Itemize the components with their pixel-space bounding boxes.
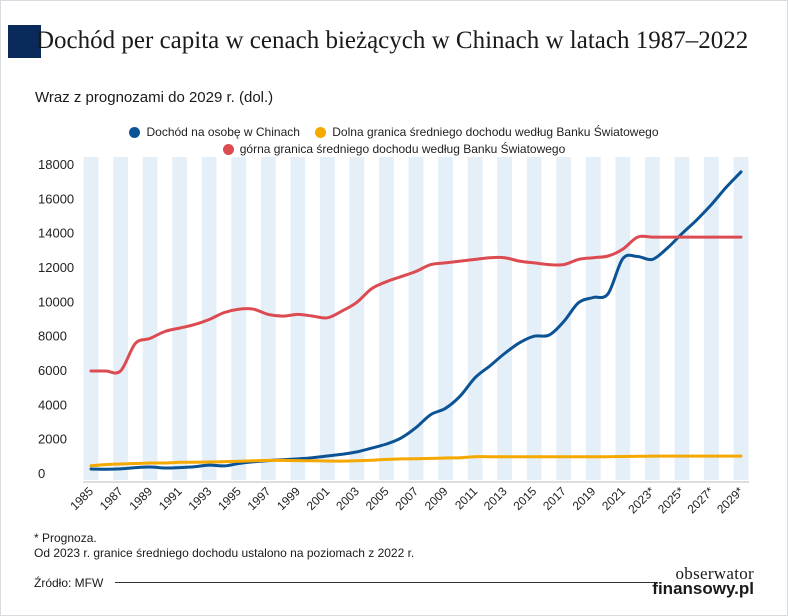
x-tick-label: 1999 — [274, 484, 303, 513]
grid-band — [142, 157, 158, 480]
grid-band — [556, 157, 572, 480]
x-tick-label: 1991 — [156, 484, 185, 513]
grid-band — [526, 157, 542, 480]
x-tick-label: 2003 — [333, 484, 362, 513]
grid-band — [349, 157, 365, 480]
x-tick-label: 2027* — [684, 484, 716, 516]
legend-marker-lower-bound — [315, 126, 327, 138]
x-tick-label: 2017 — [540, 484, 569, 513]
grid-band — [113, 157, 128, 480]
chart-subtitle: Wraz z prognozami do 2029 r. (dol.) — [35, 89, 274, 106]
legend-row-2: górna granica średniego dochodu według B… — [0, 142, 788, 158]
y-tick-label: 18000 — [38, 157, 74, 172]
x-tick-label: 2019 — [570, 484, 599, 513]
grid-band — [674, 157, 690, 480]
x-tick-label: 2007 — [392, 484, 421, 513]
grid-band — [467, 157, 483, 480]
legend-label-upper-bound: górna granica średniego dochodu według B… — [239, 142, 566, 156]
x-tick-label: 2013 — [481, 484, 510, 513]
footnote-bounds: Od 2023 r. granice średniego dochodu ust… — [34, 546, 415, 560]
title-accent-block — [8, 25, 41, 58]
y-tick-label: 0 — [38, 466, 45, 481]
publisher-logo: obserwator finansowy.pl — [652, 564, 754, 598]
grid-band — [733, 157, 749, 480]
grid-band — [260, 157, 276, 480]
legend-row-1: Dochód na osobę w Chinach Dolna granica … — [0, 125, 788, 141]
legend-item-lower-bound: Dolna granica średniego dochodu według B… — [315, 125, 659, 139]
x-tick-label: 1993 — [186, 484, 215, 513]
y-tick-label: 2000 — [38, 432, 67, 447]
grid-band — [408, 157, 424, 480]
series-line-upper-bound — [89, 234, 743, 375]
legend-marker-upper-bound — [222, 143, 234, 155]
x-tick-label: 1987 — [97, 484, 126, 513]
logo-line-1: obserwator — [675, 564, 754, 583]
x-tick-label: 1997 — [245, 484, 274, 513]
y-tick-label: 4000 — [38, 397, 67, 412]
x-tick-label: 2025* — [655, 484, 687, 516]
y-tick-label: 6000 — [38, 363, 67, 378]
source-note: Źródło: MFW — [34, 576, 104, 590]
legend-label-lower-bound: Dolna granica średniego dochodu według B… — [332, 125, 659, 139]
y-tick-label: 14000 — [38, 226, 74, 241]
footnote-forecast: * Prognoza. — [34, 531, 97, 545]
legend-label-income: Dochód na osobę w Chinach — [146, 125, 300, 139]
grid-band — [83, 157, 99, 480]
series-line-lower-bound — [89, 454, 743, 468]
grid-band — [497, 157, 513, 480]
legend-item-upper-bound: górna granica średniego dochodu według B… — [222, 142, 566, 156]
series-line-income — [89, 170, 743, 471]
logo-line-2: finansowy.pl — [652, 579, 754, 598]
x-tick-label: 2015 — [511, 484, 540, 513]
y-tick-label: 10000 — [38, 294, 74, 309]
grid-band — [585, 157, 601, 480]
y-tick-label: 8000 — [38, 329, 67, 344]
legend-marker-income — [129, 126, 141, 138]
y-tick-label: 12000 — [38, 260, 74, 275]
x-tick-label: 2029* — [714, 484, 746, 516]
grid-band — [172, 157, 188, 480]
x-tick-label: 2005 — [363, 484, 392, 513]
x-tick-label: 1989 — [126, 484, 155, 513]
x-tick-label: 1995 — [215, 484, 244, 513]
grid-band — [644, 157, 660, 480]
x-tick-label: 2009 — [422, 484, 451, 513]
x-tick-label: 1985 — [67, 484, 96, 513]
source-divider — [115, 582, 655, 583]
chart-title: Dochód per capita w cenach bieżących w C… — [36, 27, 749, 54]
grid-band — [438, 157, 453, 480]
grid-band — [379, 157, 394, 480]
grid-band — [231, 157, 247, 480]
x-tick-label: 2001 — [304, 484, 333, 513]
x-tick-label: 2023* — [625, 484, 657, 516]
x-tick-label: 2011 — [452, 484, 480, 512]
legend-item-income: Dochód na osobę w Chinach — [129, 125, 300, 139]
y-tick-label: 16000 — [38, 191, 74, 206]
grid-band — [290, 157, 306, 480]
x-tick-label: 2021 — [599, 484, 628, 513]
grid-band — [615, 157, 631, 480]
